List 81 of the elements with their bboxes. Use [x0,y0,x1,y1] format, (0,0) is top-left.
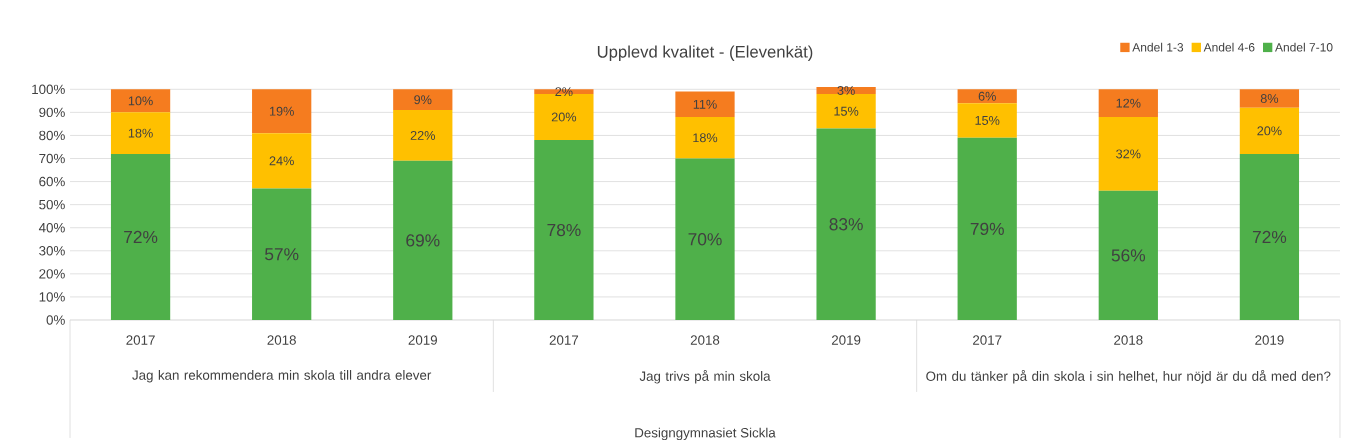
data-label: 79% [970,222,1004,235]
data-label: 83% [829,218,863,231]
data-label: 3% [837,85,855,95]
bar [675,158,735,320]
bar [393,160,453,320]
bar [816,93,876,129]
bar [1239,89,1300,108]
bar [110,89,171,113]
bar [252,188,312,320]
x-tick-label: 2018 [690,335,720,345]
x-tick-label: 2019 [1255,335,1284,345]
text: Om du tänker på din skola i sin helhet, hur nöjd är du då med den? [926,370,1331,384]
bar [1098,116,1158,191]
x-tick-label: 2019 [831,335,861,345]
bar [252,89,312,134]
data-label: 18% [128,128,153,138]
y-tick-label: 70% [39,153,65,164]
data-label: 18% [693,133,718,143]
x-tick-label: 2017 [973,335,1002,345]
data-label: 72% [124,230,158,244]
data-label: 15% [975,115,1000,125]
bar [816,87,876,94]
bar [252,133,312,189]
bar [1239,107,1300,154]
bar [1239,153,1300,320]
data-label: 72% [1252,230,1287,244]
y-tick-label: 0% [46,315,65,325]
text: Designgymnasiet Sickla [635,427,776,441]
y-tick-label: 40% [38,223,65,233]
x-tick-label: 2017 [549,335,579,345]
bar [675,91,735,117]
data-label: 8% [1260,94,1279,104]
data-label: 57% [265,248,299,261]
data-label: 78% [547,223,581,237]
bar [1098,190,1158,320]
x-tick-label: 2018 [1114,335,1143,345]
x-tick-label: 2019 [408,335,437,345]
legend-label: Andel 4-6 [1203,42,1255,52]
data-label: 32% [1116,149,1141,159]
data-label: 20% [1257,126,1282,136]
y-tick-label: 10% [39,292,65,302]
data-label: 10% [128,96,153,106]
bar [110,153,171,320]
y-tick-label: 60% [39,176,65,187]
y-tick-label: 100% [32,84,65,95]
y-tick-label: 50% [39,199,65,210]
data-label: 6% [978,91,996,101]
data-label: 12% [1116,98,1141,108]
bar [534,140,594,320]
y-tick-label: 80% [39,130,65,141]
y-tick-label: 30% [39,246,65,256]
bar [675,116,735,159]
data-label: 69% [406,234,440,247]
y-tick-label: 20% [39,269,65,279]
legend-label: Andel 1-3 [1132,42,1184,52]
data-label: 2% [555,87,573,97]
bar [1098,89,1158,117]
chart-title: Upplevd kvalitet - (Elevenkät) [597,45,813,61]
bar [957,103,1017,138]
legend-label: Andel 7-10 [1275,42,1333,52]
x-tick-label: 2018 [267,335,296,345]
bar [393,89,453,111]
bar [393,110,453,161]
data-label: 19% [269,106,294,116]
bar [110,112,171,154]
data-label: 20% [551,112,577,122]
text: Jag trivs på min skola [639,370,771,384]
x-tick-label: 2017 [126,335,155,345]
bar [957,137,1017,320]
bar [816,128,876,320]
bar [957,89,1017,104]
data-label: 15% [834,106,859,116]
data-label: 11% [693,99,717,109]
bar [534,89,594,94]
data-label: 22% [410,130,436,140]
data-label: 70% [688,233,722,246]
data-label: 9% [414,95,432,105]
data-label: 56% [1111,249,1146,262]
y-tick-label: 90% [39,107,65,118]
data-label: 24% [269,156,294,166]
text: Jag kan rekommendera min skola till andra elever [132,370,432,383]
